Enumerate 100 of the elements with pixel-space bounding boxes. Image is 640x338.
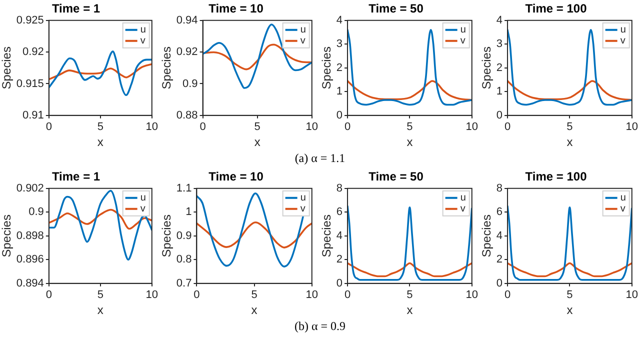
chart-title: Time = 50 <box>368 170 424 184</box>
line-series <box>48 190 152 261</box>
x-tick-label: 0 <box>46 289 52 302</box>
line-series <box>348 205 472 281</box>
x-tick-label: 0 <box>46 121 52 134</box>
y-tick-label: 6 <box>496 206 503 218</box>
x-axis-title: x <box>566 135 573 150</box>
chart-title: Time = 50 <box>368 2 424 16</box>
x-axis-title: x <box>251 303 258 318</box>
x-tick-label: 10 <box>306 121 318 134</box>
x-tick-label: 10 <box>626 121 638 134</box>
y-tick-label: 4 <box>496 230 503 242</box>
y-tick-label: 1 <box>496 86 503 98</box>
x-tick-label: 10 <box>466 121 478 134</box>
y-tick-label: 0 <box>336 277 343 290</box>
y-tick-label: 0.88 <box>176 109 198 122</box>
x-tick-label: 5 <box>97 121 104 134</box>
y-axis-title: Species <box>160 46 174 90</box>
y-axis-title: Species <box>480 46 494 90</box>
y-tick-label: 0.925 <box>16 14 44 26</box>
x-tick-label: 5 <box>566 121 573 134</box>
x-tick-label: 5 <box>406 289 413 302</box>
y-tick-label: 2 <box>496 254 503 266</box>
legend-label: u <box>460 192 466 204</box>
line-series <box>48 63 152 80</box>
x-tick-label: 10 <box>146 289 158 302</box>
line-series <box>348 29 472 106</box>
y-tick-label: 0 <box>496 109 503 122</box>
x-tick-label: 10 <box>306 289 318 302</box>
line-series <box>508 262 632 278</box>
legend-label: v <box>300 204 306 215</box>
line-series <box>508 80 632 101</box>
chart-title: Time = 1 <box>52 2 100 16</box>
y-tick-label: 0.9 <box>28 206 44 218</box>
legend-label: u <box>140 24 146 36</box>
x-axis-title: x <box>566 303 573 318</box>
y-axis-title: Species <box>0 214 14 258</box>
x-tick-label: 5 <box>254 121 260 134</box>
legend-label: v <box>460 204 466 215</box>
text: (a) α = 1.1 <box>294 151 346 165</box>
x-tick-label: 5 <box>406 121 413 134</box>
y-tick-label: 0.894 <box>16 277 44 290</box>
legend-label: u <box>460 24 466 36</box>
y-tick-label: 0.896 <box>16 254 44 266</box>
text: (b) α = 0.9 <box>294 319 346 333</box>
y-axis-title: Species <box>160 214 174 258</box>
legend-label: v <box>620 36 626 47</box>
y-tick-label: 8 <box>496 182 503 194</box>
y-tick-label: 6 <box>336 206 343 218</box>
x-axis-title: x <box>406 303 413 318</box>
line-series <box>508 29 632 106</box>
y-tick-label: 4 <box>336 230 343 242</box>
x-tick-label: 0 <box>504 121 511 134</box>
y-axis-title: Species <box>0 46 14 90</box>
y-tick-label: 1 <box>336 86 343 98</box>
line-series <box>48 50 152 96</box>
x-tick-label: 0 <box>344 121 351 134</box>
legend-label: v <box>300 36 306 47</box>
line-series <box>196 221 312 248</box>
line-series <box>202 44 312 70</box>
x-axis-title: x <box>254 135 260 150</box>
y-axis-title: Species <box>320 46 334 90</box>
y-tick-label: 0.92 <box>176 46 198 58</box>
x-tick-label: 5 <box>97 289 104 302</box>
y-tick-label: 3 <box>336 38 343 50</box>
y-tick-label: 0 <box>496 277 503 290</box>
y-tick-label: 3 <box>496 38 503 50</box>
legend-label: u <box>140 192 146 204</box>
chart-title: Time = 100 <box>525 2 588 16</box>
x-tick-label: 0 <box>344 289 351 302</box>
legend-label: u <box>620 192 626 204</box>
x-axis-title: x <box>97 135 104 150</box>
y-tick-label: 0 <box>336 109 343 122</box>
y-tick-label: 0.915 <box>16 78 44 90</box>
x-tick-label: 10 <box>626 289 638 302</box>
y-tick-label: 4 <box>336 14 343 26</box>
x-tick-label: 5 <box>251 289 258 302</box>
legend-label: v <box>460 36 466 47</box>
y-tick-label: 1.1 <box>176 182 192 194</box>
chart-title: Time = 10 <box>208 170 264 184</box>
chart-title: Time = 10 <box>208 2 264 16</box>
x-tick-label: 0 <box>200 121 206 134</box>
legend-label: u <box>620 24 626 36</box>
y-tick-label: 8 <box>336 182 343 194</box>
y-tick-label: 0.9 <box>176 230 192 242</box>
legend-label: u <box>300 24 306 36</box>
y-tick-label: 0.898 <box>16 230 44 242</box>
y-axis-title: Species <box>480 214 494 258</box>
x-axis-title: x <box>406 135 413 150</box>
legend-label: u <box>300 192 306 204</box>
line-series <box>348 80 472 101</box>
y-tick-label: 0.91 <box>22 109 44 122</box>
legend-label: v <box>620 204 626 215</box>
legend-label: v <box>140 36 146 47</box>
chart-title: Time = 100 <box>525 170 588 184</box>
y-tick-label: 0.7 <box>176 277 192 290</box>
y-tick-label: 2 <box>336 254 343 266</box>
y-tick-label: 0.94 <box>176 14 198 26</box>
x-tick-label: 10 <box>146 121 158 134</box>
line-series <box>348 262 472 278</box>
